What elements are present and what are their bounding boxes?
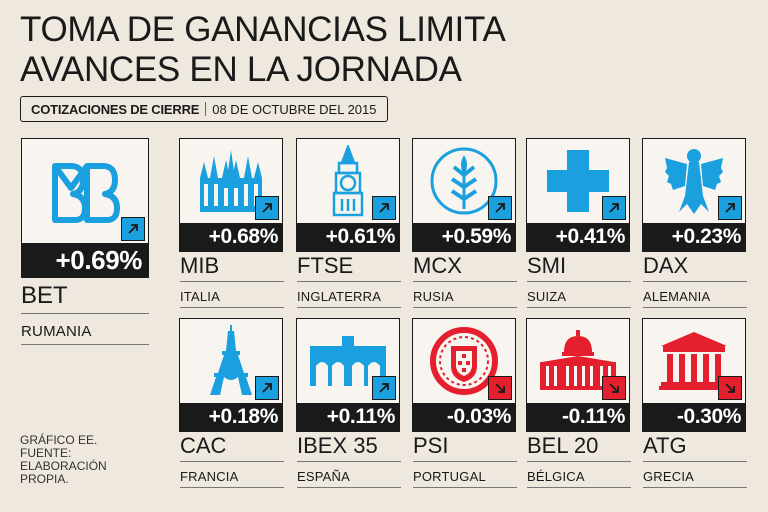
index-card-psi: -0.03% bbox=[412, 318, 516, 432]
index-value: -0.30% bbox=[643, 403, 745, 431]
divider bbox=[21, 344, 149, 345]
country-name: ITALIA bbox=[180, 289, 220, 304]
index-name: MIB bbox=[180, 253, 220, 278]
milan-cathedral-icon bbox=[180, 139, 282, 223]
down-arrow-icon bbox=[718, 376, 742, 400]
subhead-label: COTIZACIONES DE CIERRE bbox=[31, 101, 200, 117]
down-arrow-icon bbox=[602, 376, 626, 400]
index-card-dax: +0.23% bbox=[642, 138, 746, 252]
subhead-separator bbox=[205, 102, 207, 116]
up-arrow-icon bbox=[488, 196, 512, 220]
country-name: PORTUGAL bbox=[413, 469, 486, 484]
divider bbox=[413, 461, 517, 462]
subhead-box: COTIZACIONES DE CIERRE 08 DE OCTUBRE DEL… bbox=[20, 96, 388, 122]
page-title: TOMA DE GANANCIAS LIMITA AVANCES EN LA J… bbox=[20, 10, 506, 90]
moscow-exchange-logo-icon bbox=[413, 139, 515, 223]
divider bbox=[413, 281, 517, 282]
divider bbox=[180, 487, 284, 488]
divider bbox=[180, 281, 284, 282]
index-name: ATG bbox=[643, 433, 687, 458]
index-value: +0.59% bbox=[413, 223, 515, 251]
credits-line: GRÁFICO EE. bbox=[20, 433, 98, 447]
divider bbox=[643, 281, 747, 282]
divider bbox=[643, 487, 747, 488]
index-name: IBEX 35 bbox=[297, 433, 378, 458]
index-name: FTSE bbox=[297, 253, 354, 278]
index-name: DAX bbox=[643, 253, 689, 278]
divider bbox=[527, 487, 631, 488]
index-value: +0.68% bbox=[180, 223, 282, 251]
index-card-ibex-35: +0.11% bbox=[296, 318, 400, 432]
index-value: -0.03% bbox=[413, 403, 515, 431]
german-eagle-icon bbox=[643, 139, 745, 223]
index-value: +0.11% bbox=[297, 403, 399, 431]
country-name: RUMANIA bbox=[21, 323, 92, 340]
divider bbox=[527, 281, 631, 282]
index-name: SMI bbox=[527, 253, 567, 278]
divider bbox=[413, 487, 517, 488]
country-name: GRECIA bbox=[643, 469, 695, 484]
belgian-palace-icon bbox=[527, 319, 629, 403]
index-name: MCX bbox=[413, 253, 462, 278]
divider bbox=[297, 307, 401, 308]
divider bbox=[413, 307, 517, 308]
index-card-cac: +0.18% bbox=[179, 318, 283, 432]
divider bbox=[643, 461, 747, 462]
eiffel-tower-icon bbox=[180, 319, 282, 403]
big-ben-icon bbox=[297, 139, 399, 223]
country-name: INGLATERRA bbox=[297, 289, 382, 304]
index-value: +0.41% bbox=[527, 223, 629, 251]
index-card-bel-20: -0.11% bbox=[526, 318, 630, 432]
index-name: CAC bbox=[180, 433, 227, 458]
up-arrow-icon bbox=[602, 196, 626, 220]
index-value: +0.18% bbox=[180, 403, 282, 431]
index-value: +0.61% bbox=[297, 223, 399, 251]
index-card-ftse: +0.61% bbox=[296, 138, 400, 252]
subhead-date: 08 DE OCTUBRE DEL 2015 bbox=[212, 101, 377, 117]
divider bbox=[180, 307, 284, 308]
divider bbox=[297, 487, 401, 488]
divider bbox=[297, 461, 401, 462]
country-name: SUIZA bbox=[527, 289, 567, 304]
index-name: BEL 20 bbox=[527, 433, 599, 458]
title-line-2: AVANCES EN LA JORNADA bbox=[20, 50, 462, 89]
swiss-cross-icon bbox=[527, 139, 629, 223]
title-line-1: TOMA DE GANANCIAS LIMITA bbox=[20, 10, 506, 49]
up-arrow-icon bbox=[718, 196, 742, 220]
country-name: FRANCIA bbox=[180, 469, 239, 484]
index-card-smi: +0.41% bbox=[526, 138, 630, 252]
up-arrow-icon bbox=[121, 217, 145, 241]
credits-line: PROPIA. bbox=[20, 472, 69, 486]
divider bbox=[180, 461, 284, 462]
index-name: BET bbox=[21, 282, 68, 309]
country-name: RUSIA bbox=[413, 289, 454, 304]
portugal-emblem-icon bbox=[413, 319, 515, 403]
index-card-atg: -0.30% bbox=[642, 318, 746, 432]
divider bbox=[297, 281, 401, 282]
index-card-bet: +0.69% bbox=[21, 138, 149, 278]
credits-line: ELABORACIÓN bbox=[20, 459, 107, 473]
index-value: +0.69% bbox=[22, 243, 148, 277]
up-arrow-icon bbox=[255, 196, 279, 220]
up-arrow-icon bbox=[372, 196, 396, 220]
index-value: +0.23% bbox=[643, 223, 745, 251]
down-arrow-icon bbox=[488, 376, 512, 400]
divider bbox=[527, 307, 631, 308]
divider bbox=[527, 461, 631, 462]
credits: GRÁFICO EE. FUENTE: ELABORACIÓN PROPIA. bbox=[20, 434, 107, 486]
bvb-logo-icon bbox=[22, 139, 148, 249]
up-arrow-icon bbox=[255, 376, 279, 400]
index-value: -0.11% bbox=[527, 403, 629, 431]
country-name: ALEMANIA bbox=[643, 289, 711, 304]
divider bbox=[21, 313, 149, 314]
credits-line: FUENTE: bbox=[20, 446, 72, 460]
greek-temple-icon bbox=[643, 319, 745, 403]
country-name: BÉLGICA bbox=[527, 469, 585, 484]
up-arrow-icon bbox=[372, 376, 396, 400]
country-name: ESPAÑA bbox=[297, 469, 350, 484]
index-name: PSI bbox=[413, 433, 449, 458]
divider bbox=[643, 307, 747, 308]
index-card-mcx: +0.59% bbox=[412, 138, 516, 252]
index-card-mib: +0.68% bbox=[179, 138, 283, 252]
